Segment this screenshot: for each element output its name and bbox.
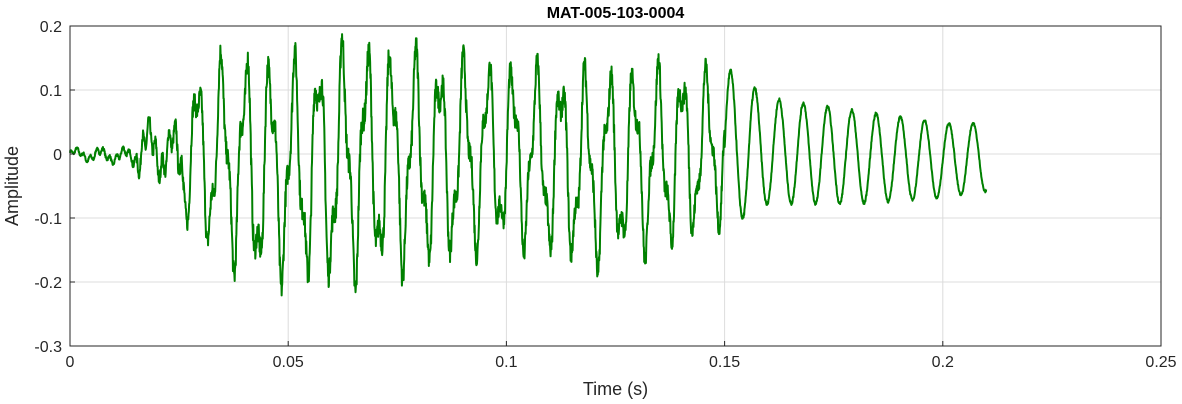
- ticks: [69, 25, 1162, 347]
- y-tick-label: -0.1: [34, 211, 62, 228]
- plot-area: [69, 33, 988, 297]
- x-tick-label: 0.05: [273, 354, 304, 371]
- x-tick-label: 0.15: [709, 354, 740, 371]
- tick-labels: 0 0.05 0.1 0.15 0.2 0.25 -0.3 -0.2 -0.1 0 0.1 0.2: [34, 19, 1176, 371]
- x-tick-label: 0: [66, 354, 75, 371]
- x-tick-label: 0.1: [495, 354, 517, 371]
- y-tick-label: -0.2: [34, 275, 62, 292]
- x-tick-label: 0.2: [932, 354, 954, 371]
- axes-box: [69, 25, 1162, 347]
- y-tick-label: 0: [53, 147, 62, 164]
- x-axis-label: Time (s): [583, 379, 648, 399]
- chart-title: MAT-005-103-0004: [547, 5, 685, 22]
- y-tick-label: 0.2: [40, 19, 62, 36]
- y-tick-label: 0.1: [40, 83, 62, 100]
- y-axis-label: Amplitude: [2, 146, 22, 226]
- y-tick-label: -0.3: [34, 339, 62, 356]
- x-tick-label: 0.25: [1145, 354, 1176, 371]
- signal-line: [69, 33, 988, 297]
